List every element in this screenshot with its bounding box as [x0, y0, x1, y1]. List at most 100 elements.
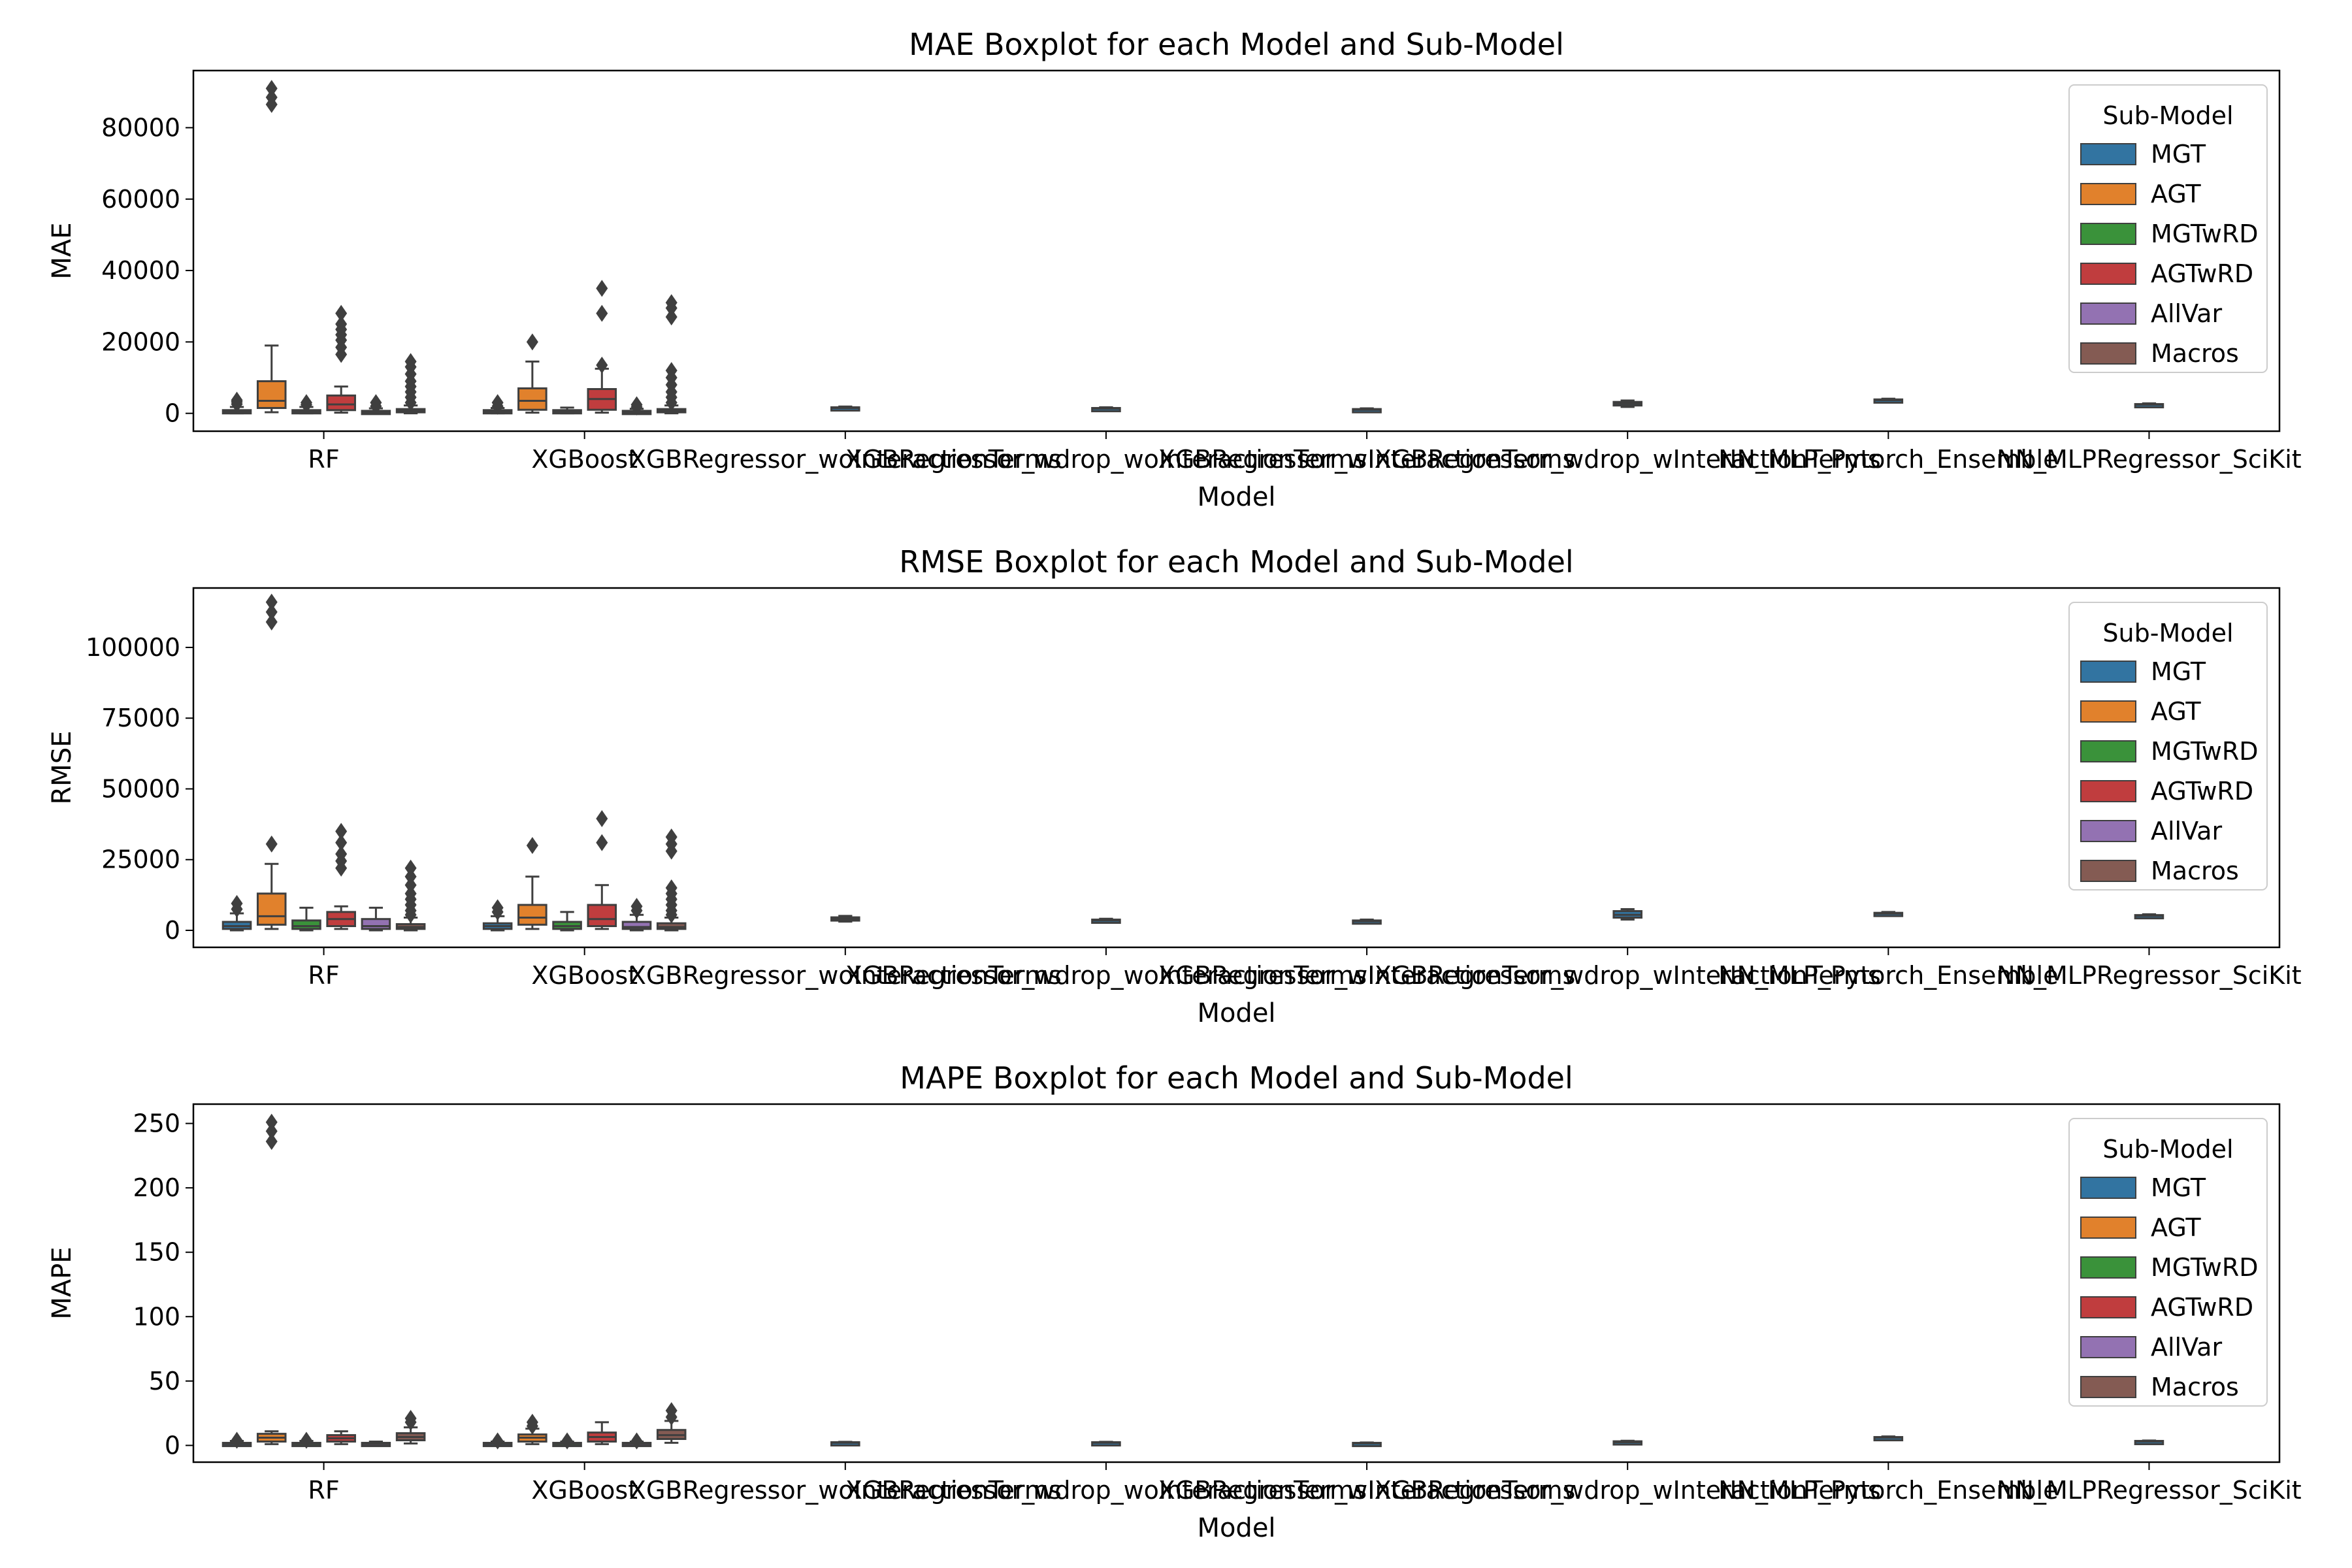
- box-mgt-4: [1352, 1441, 1382, 1447]
- flier-point: [300, 1431, 312, 1449]
- y-tick-label: 50000: [101, 774, 180, 803]
- y-tick-label: 100: [133, 1302, 180, 1331]
- box-iqr: [256, 380, 287, 409]
- legend-label-agtwrd: AGTwRD: [2151, 259, 2253, 288]
- box-mgt-6: [1873, 911, 1904, 917]
- x-axis-label: Model: [1197, 998, 1275, 1028]
- legend-swatch-macros: [2080, 1376, 2136, 1398]
- flier-point: [265, 80, 278, 97]
- x-tick-label: XGBRegressor_wdrop_woInteractionTerms: [845, 961, 1367, 990]
- flier-point: [665, 1402, 678, 1420]
- legend-swatch-agtwrd: [2080, 263, 2136, 285]
- box-agtwrd-0: [326, 304, 356, 414]
- legend-swatch-mgtwrd: [2080, 740, 2136, 762]
- box-iqr: [361, 918, 391, 930]
- box-agtwrd-1: [587, 809, 617, 930]
- x-tick-label: XGBRegressor_wdrop_wInteractionTerms: [1375, 961, 1881, 990]
- legend-label-macros: Macros: [2151, 339, 2239, 368]
- legend-label-agtwrd: AGTwRD: [2151, 1293, 2253, 1322]
- flier-point: [665, 828, 678, 846]
- flier-point: [231, 894, 243, 912]
- legend-swatch-agt: [2080, 700, 2136, 723]
- legend-swatch-allvar: [2080, 302, 2136, 325]
- flier-point: [370, 394, 382, 412]
- box-agt-0: [256, 1113, 287, 1445]
- legend-swatch-allvar: [2080, 820, 2136, 842]
- box-mgt-3: [1091, 917, 1121, 924]
- legend-swatch-agtwrd: [2080, 780, 2136, 802]
- legend-swatch-mgt: [2080, 1177, 2136, 1199]
- legend-swatch-macros: [2080, 860, 2136, 882]
- box-mgt-1: [482, 394, 513, 415]
- y-tick-label: 40000: [101, 256, 180, 285]
- x-tick-label: NN_MLP_Pytorch_Ensemble: [1718, 1476, 2058, 1505]
- box-mgt-2: [830, 915, 860, 923]
- flier-point: [596, 834, 608, 851]
- flier-point: [665, 879, 678, 897]
- flier-point: [596, 304, 608, 322]
- box-agt-0: [256, 80, 287, 414]
- flier-point: [526, 333, 538, 351]
- chart-title: MAPE Boxplot for each Model and Sub-Mode…: [900, 1060, 1573, 1096]
- box-macros-0: [395, 353, 426, 415]
- x-tick-label: XGBRegressor_wdrop_woInteractionTerms: [845, 1476, 1367, 1505]
- box-allvar-1: [621, 396, 652, 416]
- legend-label-allvar: AllVar: [2151, 817, 2222, 845]
- flier-point: [596, 356, 608, 374]
- box-mgt-6: [1873, 1435, 1904, 1442]
- legend-label-mgtwrd: MGTwRD: [2151, 220, 2259, 248]
- flier-point: [265, 593, 278, 611]
- chart-panel-0: MAE Boxplot for each Model and Sub-Model…: [47, 27, 2302, 512]
- box-mgt-7: [2134, 402, 2164, 408]
- box-mgt-5: [1612, 908, 1642, 921]
- flier-point: [665, 362, 678, 380]
- box-mgtwrd-0: [291, 1431, 321, 1449]
- legend-label-mgt: MGT: [2151, 657, 2206, 686]
- flier-point: [404, 859, 417, 877]
- legend-swatch-macros: [2080, 342, 2136, 365]
- box-agt-0: [256, 593, 287, 930]
- box-agt-1: [517, 1413, 547, 1445]
- box-iqr: [326, 394, 356, 412]
- box-mgt-3: [1091, 1441, 1121, 1446]
- legend-swatch-agt: [2080, 1217, 2136, 1239]
- legend-label-mgtwrd: MGTwRD: [2151, 737, 2259, 766]
- flier-point: [335, 823, 348, 840]
- box-macros-1: [656, 1402, 687, 1444]
- y-tick-label: 0: [165, 399, 180, 428]
- legend-label-agt: AGT: [2151, 1213, 2201, 1242]
- x-tick-label: NN_MLPRegressor_SciKit: [1997, 445, 2302, 474]
- box-mgt-5: [1612, 1439, 1642, 1446]
- axes-frame: [192, 1103, 2281, 1463]
- box-mgt-3: [1091, 406, 1121, 412]
- flier-point: [491, 1432, 504, 1450]
- x-axis-label: Model: [1197, 1513, 1275, 1543]
- x-tick-label: NN_MLPRegressor_SciKit: [1997, 961, 2302, 990]
- flier-point: [630, 898, 643, 915]
- box-mgt-0: [221, 391, 252, 415]
- legend-label-agtwrd: AGTwRD: [2151, 777, 2253, 806]
- chart-panel-1: RMSE Boxplot for each Model and Sub-Mode…: [47, 544, 2302, 1028]
- box-mgt-4: [1352, 919, 1382, 925]
- flier-point: [596, 280, 608, 297]
- y-tick-label: 0: [165, 1431, 180, 1460]
- y-axis-label: RMSE: [47, 731, 77, 805]
- legend-swatch-agt: [2080, 183, 2136, 205]
- flier-point: [526, 837, 538, 855]
- legend-swatch-mgtwrd: [2080, 1256, 2136, 1279]
- chart-panel-2: MAPE Boxplot for each Model and Sub-Mode…: [47, 1060, 2302, 1543]
- flier-point: [335, 845, 348, 863]
- legend-title: Sub-Model: [2102, 101, 2233, 130]
- box-allvar-1: [621, 898, 652, 932]
- y-tick-label: 50: [149, 1367, 180, 1396]
- legend-swatch-mgtwrd: [2080, 223, 2136, 245]
- axes-frame: [192, 587, 2281, 949]
- x-tick-label: XGBoost: [531, 445, 638, 474]
- legend-swatch-allvar: [2080, 1336, 2136, 1358]
- box-agt-1: [517, 333, 547, 414]
- flier-point: [265, 1113, 278, 1131]
- legend-label-allvar: AllVar: [2151, 299, 2222, 328]
- legend-label-mgt: MGT: [2151, 140, 2206, 169]
- x-tick-label: XGBRegressor_woInteractionTerms: [629, 961, 1062, 990]
- box-agtwrd-1: [587, 280, 617, 414]
